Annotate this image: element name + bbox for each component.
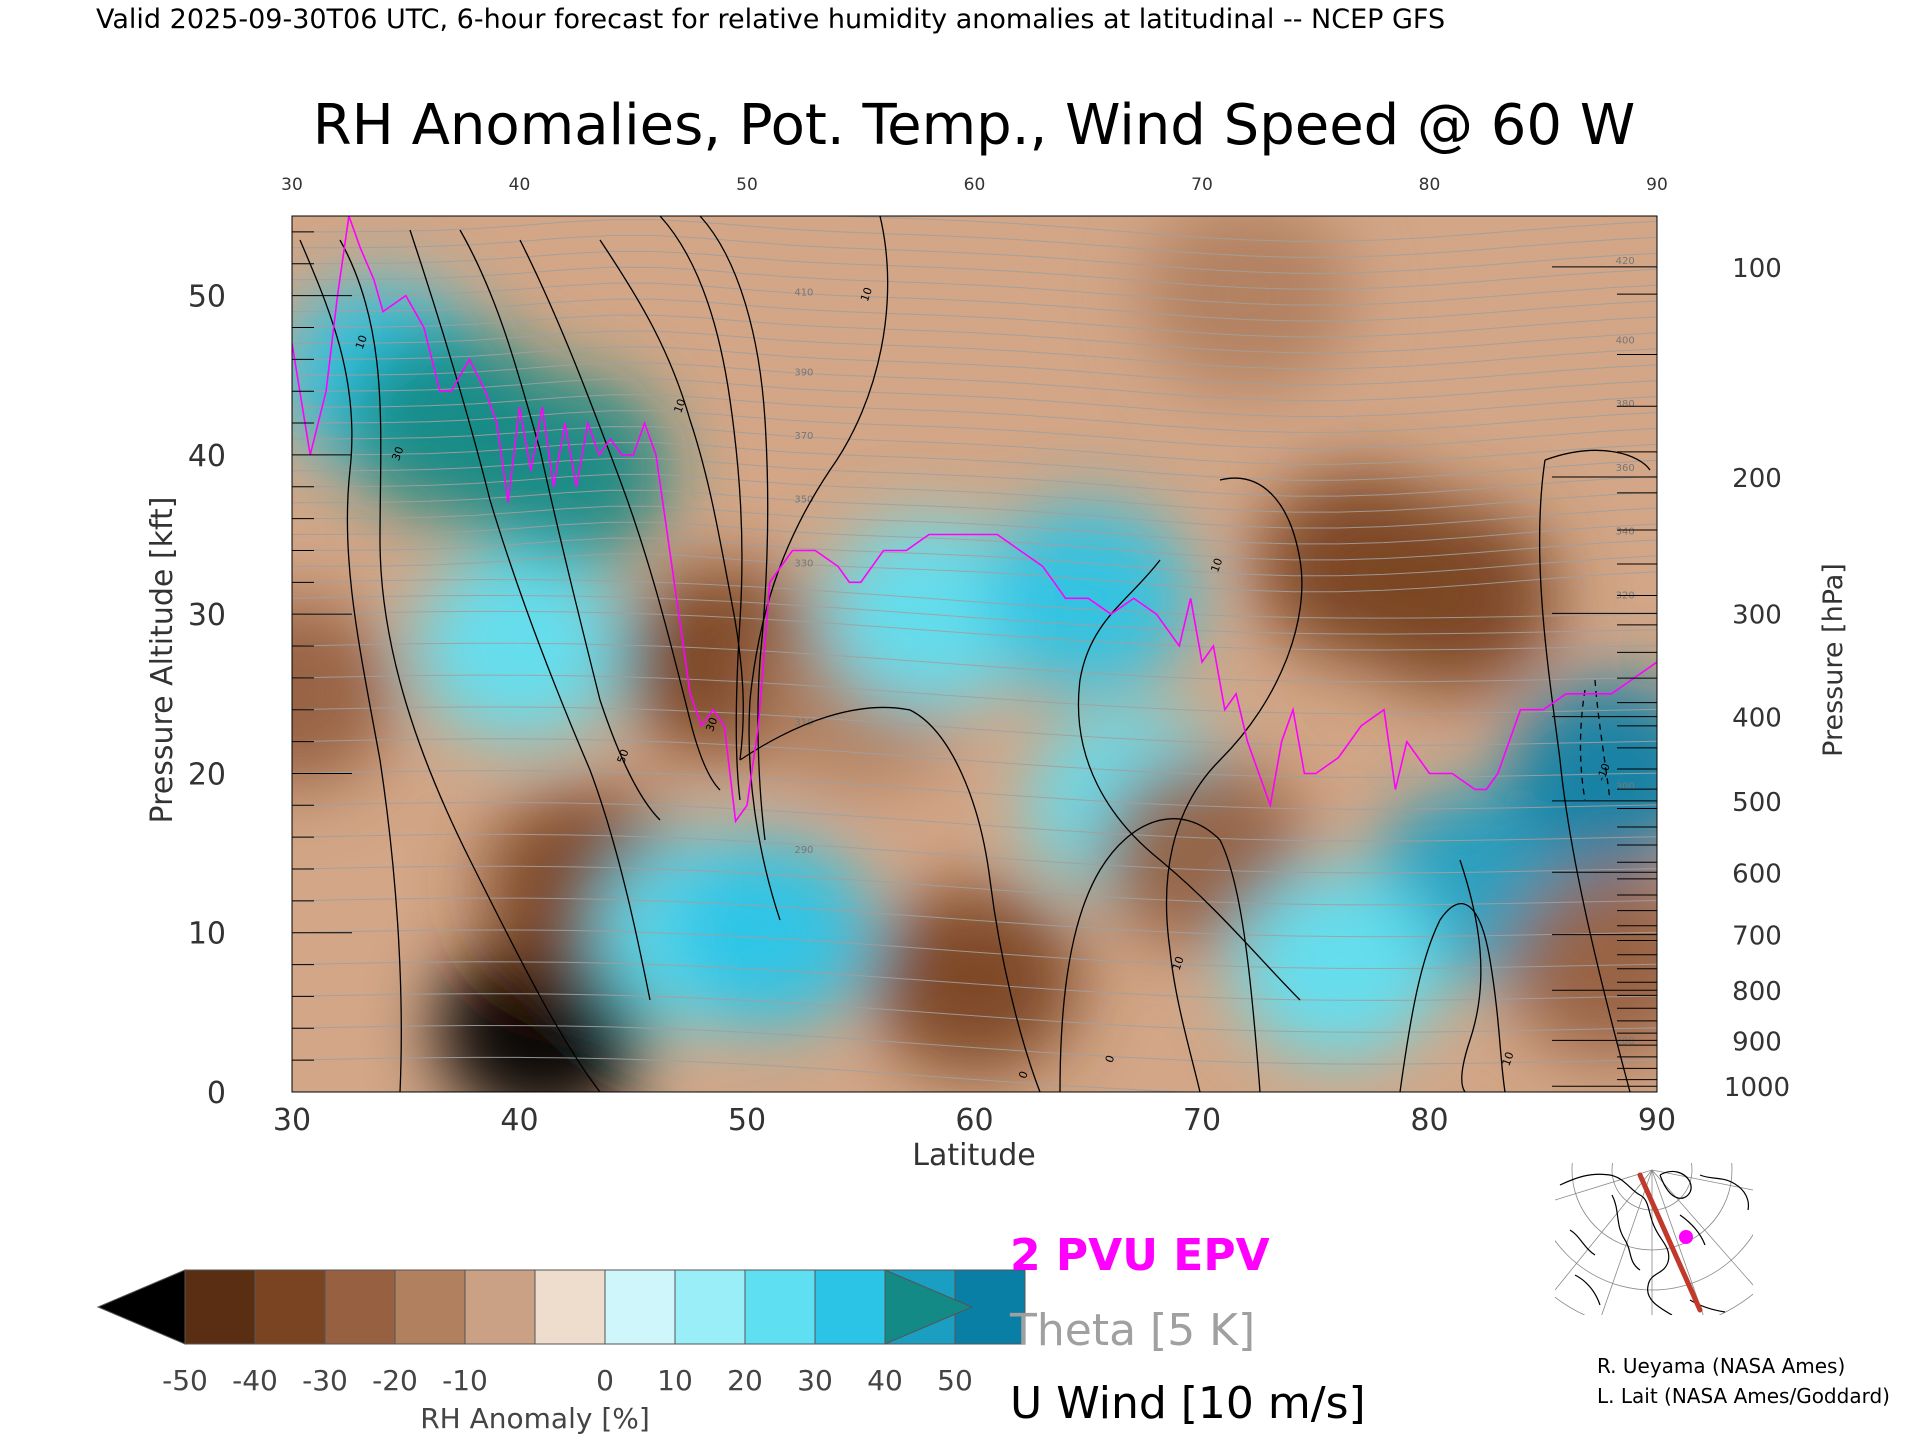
colorbar-tick-label: -50	[162, 1364, 208, 1397]
credit-line-2: L. Lait (NASA Ames/Goddard)	[1597, 1384, 1890, 1408]
colorbar-tick-label: -40	[232, 1364, 278, 1397]
chart-title: RH Anomalies, Pot. Temp., Wind Speed @ 6…	[313, 93, 1635, 158]
valid-line: Valid 2025-09-30T06 UTC, 6-hour forecast…	[96, 4, 1445, 35]
y-axis-label-right: Pressure [hPa]	[1818, 563, 1849, 757]
theta-contour-label: 300	[1616, 781, 1635, 792]
pressure-tick-label: 700	[1732, 922, 1782, 952]
theta-contour-label: 360	[1616, 463, 1635, 474]
legend-theta: Theta [5 K]	[1009, 1305, 1255, 1356]
x-tick-label: 40	[500, 1103, 538, 1138]
colorbar-cell	[325, 1270, 395, 1344]
theta-contour-label: 370	[794, 431, 813, 442]
x-tick-label: 50	[728, 1103, 766, 1138]
colorbar-under-arrow	[98, 1270, 185, 1344]
pressure-tick-label: 100	[1732, 254, 1782, 284]
y-axis-label-left: Pressure Altitude [kft]	[145, 497, 180, 824]
colorbar-tick-label: 0	[596, 1364, 614, 1397]
colorbar-tick-label: -20	[372, 1364, 418, 1397]
top-x-tick-label: 60	[964, 175, 986, 195]
colorbar-cell	[675, 1270, 745, 1344]
theta-contour-label: 400	[1616, 335, 1635, 346]
legend-wind: U Wind [10 m/s]	[1010, 1378, 1366, 1429]
theta-contour-label: 380	[1616, 399, 1635, 410]
anomaly-region	[1507, 870, 1717, 1060]
y-tick-label: 50	[188, 280, 226, 315]
top-x-tick-label: 30	[281, 175, 303, 195]
colorbar: -50 -40 -30 -20 -10 0 10 20 30 40 50 RH Anomaly [%…	[98, 1270, 1025, 1435]
x-tick-label: 60	[955, 1103, 993, 1138]
colorbar-tick-label: 20	[727, 1364, 763, 1397]
x-tick-label: 70	[1183, 1103, 1221, 1138]
colorbar-tick-label: 10	[657, 1364, 693, 1397]
colorbar-tick-label: 40	[867, 1364, 903, 1397]
colorbar-label: RH Anomaly [%]	[420, 1402, 650, 1435]
pressure-tick-label: 600	[1732, 859, 1782, 889]
x-axis-bottom: 30 40 50 60 70 80 90	[273, 1103, 1676, 1138]
legend: 2 PVU EPV Theta [5 K] U Wind [10 m/s]	[1009, 1230, 1366, 1429]
anomaly-region	[460, 376, 670, 566]
x-axis-top: 30 40 50 60 70 80 90	[281, 175, 1668, 195]
top-x-tick-label: 40	[509, 175, 531, 195]
inset-map-marker	[1679, 1230, 1693, 1244]
theta-contour-label: 410	[794, 288, 813, 299]
inset-map-frame	[1555, 1163, 1753, 1315]
colorbar-tick-label: -30	[302, 1364, 348, 1397]
x-tick-label: 80	[1410, 1103, 1448, 1138]
colorbar-tick-label: 30	[797, 1364, 833, 1397]
colorbar-tick-label: 50	[937, 1364, 973, 1397]
top-x-tick-label: 50	[736, 175, 758, 195]
colorbar-cell	[255, 1270, 325, 1344]
top-x-tick-label: 80	[1419, 175, 1441, 195]
x-axis-label: Latitude	[912, 1138, 1035, 1173]
x-tick-label: 90	[1638, 1103, 1676, 1138]
pressure-tick-label: 900	[1732, 1027, 1782, 1057]
colorbar-cell	[395, 1270, 465, 1344]
top-x-tick-label: 90	[1646, 175, 1668, 195]
colorbar-cell	[605, 1270, 675, 1344]
anomaly-region	[1347, 503, 1557, 693]
colorbar-cell	[815, 1270, 885, 1344]
y-tick-label: 10	[188, 917, 226, 952]
theta-contour-label: 390	[794, 367, 813, 378]
anomaly-region	[870, 886, 1080, 1076]
colorbar-cell	[535, 1270, 605, 1344]
y-tick-label: 40	[188, 439, 226, 474]
plot-area: 4204104003903803703603503403303203103002…	[187, 201, 1717, 1124]
theta-contour-label: 350	[794, 495, 813, 506]
pressure-tick-label: 800	[1732, 977, 1782, 1007]
x-tick-label: 30	[273, 1103, 311, 1138]
credit-line-1: R. Ueyama (NASA Ames)	[1597, 1354, 1845, 1378]
y-tick-label: 20	[188, 757, 226, 792]
colorbar-cell	[465, 1270, 535, 1344]
pressure-tick-label: 1000	[1724, 1073, 1790, 1103]
theta-contour-label: 330	[794, 558, 813, 569]
pressure-tick-label: 300	[1732, 600, 1782, 630]
anomaly-region	[1143, 201, 1353, 391]
y-tick-label: 0	[207, 1076, 226, 1111]
legend-epv: 2 PVU EPV	[1010, 1230, 1270, 1281]
top-x-tick-label: 70	[1191, 175, 1213, 195]
pressure-tick-label: 500	[1732, 788, 1782, 818]
colorbar-tick-label: -10	[442, 1364, 488, 1397]
anomaly-region	[665, 838, 875, 1028]
pressure-tick-label: 400	[1732, 704, 1782, 734]
colorbar-cell	[745, 1270, 815, 1344]
pressure-tick-label: 200	[1732, 464, 1782, 494]
y-tick-label: 30	[188, 598, 226, 633]
theta-contour-label: 420	[1616, 256, 1635, 267]
theta-contour-label: 340	[1616, 527, 1635, 538]
theta-contour-label: 290	[794, 845, 813, 856]
colorbar-cell	[185, 1270, 255, 1344]
